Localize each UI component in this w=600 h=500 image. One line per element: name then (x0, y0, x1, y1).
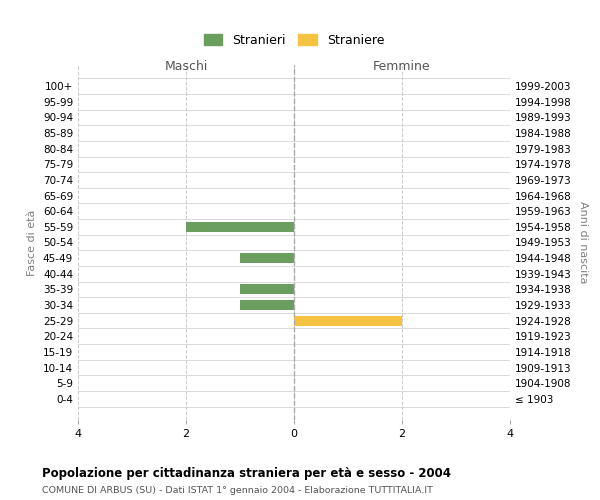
Bar (240, 253, 294, 263)
Legend: Stranieri, Straniere: Stranieri, Straniere (199, 28, 389, 52)
Bar (240, 284, 294, 294)
Text: COMUNE DI ARBUS (SU) - Dati ISTAT 1° gennaio 2004 - Elaborazione TUTTITALIA.IT: COMUNE DI ARBUS (SU) - Dati ISTAT 1° gen… (42, 486, 433, 495)
Text: Popolazione per cittadinanza straniera per età e sesso - 2004: Popolazione per cittadinanza straniera p… (42, 468, 451, 480)
Bar (294, 316, 402, 326)
Text: Maschi: Maschi (164, 60, 208, 73)
Y-axis label: Fasce di età: Fasce di età (28, 210, 37, 276)
Y-axis label: Anni di nascita: Anni di nascita (578, 201, 588, 284)
Text: Femmine: Femmine (373, 60, 431, 73)
Bar (240, 300, 294, 310)
Bar (186, 222, 294, 232)
